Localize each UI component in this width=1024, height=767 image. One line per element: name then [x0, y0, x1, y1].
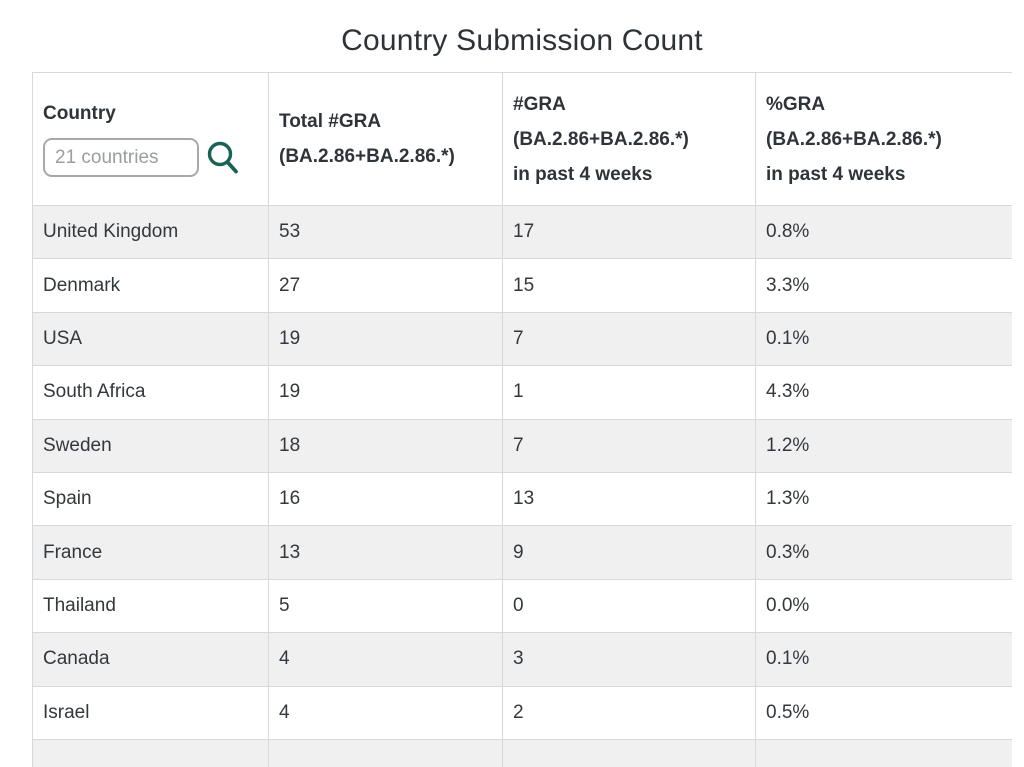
column-header-pct-gra-past-4-weeks: %GRA (BA.2.86+BA.2.86.*) in past 4 weeks	[755, 72, 1012, 206]
cell-pct: 0.0%	[755, 578, 1012, 634]
header-line: Total #GRA	[279, 111, 382, 132]
cell-total: 13	[268, 525, 503, 580]
cell-pct: 0.3%	[755, 525, 1012, 580]
table-row-sweden[interactable]: Sweden 18 7 1.2%	[32, 418, 1012, 473]
country-search-input[interactable]	[43, 138, 199, 177]
table-row-united-kingdom[interactable]: United Kingdom 53 17 0.8%	[32, 204, 1012, 260]
cell-country: Israel	[32, 685, 269, 740]
header-line: #GRA	[513, 93, 566, 115]
cell-past4: 13	[502, 471, 756, 527]
header-line: (BA.2.86+BA.2.86.*)	[766, 128, 942, 150]
cell-total: 4	[268, 632, 503, 687]
country-search	[43, 137, 256, 179]
cell-pct: 1.2%	[755, 418, 1012, 473]
table-row-france[interactable]: France 13 9 0.3%	[32, 525, 1012, 580]
country-header-label: Country	[43, 102, 116, 124]
table-row-thailand[interactable]: Thailand 5 0 0.0%	[32, 578, 1012, 634]
header-row: Country Total #GRA (BA.2.86+BA.2.86.*	[32, 72, 1012, 206]
cell-past4: 0	[502, 578, 756, 634]
cell-country: Denmark	[32, 258, 269, 313]
cell-total: 18	[268, 418, 503, 473]
table-row-israel[interactable]: Israel 4 2 0.5%	[32, 685, 1012, 740]
cell-past4: 1	[502, 365, 756, 420]
country-table: Country Total #GRA (BA.2.86+BA.2.86.*	[32, 72, 1012, 767]
cell-country	[32, 738, 269, 767]
header-line: %GRA	[766, 93, 826, 115]
cell-pct: 0.5%	[755, 685, 1012, 740]
cell-country: Sweden	[32, 418, 269, 473]
cell-total: 5	[268, 578, 503, 634]
cell-past4: 17	[502, 204, 756, 260]
header-line: (BA.2.86+BA.2.86.*)	[279, 146, 455, 167]
cell-country: United Kingdom	[32, 204, 269, 260]
cell-pct: 0.1%	[755, 311, 1012, 367]
cell-past4: 9	[502, 525, 756, 580]
table-row-partial	[32, 738, 1012, 767]
cell-country: Canada	[32, 632, 269, 687]
cell-pct: 0.1%	[755, 632, 1012, 687]
page-title: Country Submission Count	[341, 24, 703, 57]
header-line: (BA.2.86+BA.2.86.*)	[513, 128, 689, 150]
table-row-canada[interactable]: Canada 4 3 0.1%	[32, 632, 1012, 687]
table-row-usa[interactable]: USA 19 7 0.1%	[32, 311, 1012, 367]
header-line: in past 4 weeks	[513, 163, 653, 185]
cell-country: Spain	[32, 471, 269, 527]
cell-past4: 15	[502, 258, 756, 313]
cell-total: 4	[268, 685, 503, 740]
cell-pct	[755, 738, 1012, 767]
cell-past4: 7	[502, 311, 756, 367]
cell-country: France	[32, 525, 269, 580]
search-icon[interactable]	[204, 137, 242, 179]
cell-past4: 7	[502, 418, 756, 473]
cell-past4	[502, 738, 756, 767]
cell-past4: 2	[502, 685, 756, 740]
table-row-denmark[interactable]: Denmark 27 15 3.3%	[32, 258, 1012, 313]
cell-total: 19	[268, 365, 503, 420]
column-header-country: Country	[32, 72, 269, 206]
cell-total	[268, 738, 503, 767]
cell-country: South Africa	[32, 365, 269, 420]
cell-country: Thailand	[32, 578, 269, 634]
header-line: in past 4 weeks	[766, 163, 906, 185]
cell-total: 27	[268, 258, 503, 313]
cell-pct: 0.8%	[755, 204, 1012, 260]
table-row-south-africa[interactable]: South Africa 19 1 4.3%	[32, 365, 1012, 420]
cell-total: 16	[268, 471, 503, 527]
table-row-spain[interactable]: Spain 16 13 1.3%	[32, 471, 1012, 527]
cell-pct: 1.3%	[755, 471, 1012, 527]
cell-pct: 3.3%	[755, 258, 1012, 313]
cell-pct: 4.3%	[755, 365, 1012, 420]
cell-total: 53	[268, 204, 503, 260]
cell-total: 19	[268, 311, 503, 367]
column-header-gra-past-4-weeks: #GRA (BA.2.86+BA.2.86.*) in past 4 weeks	[502, 72, 756, 206]
cell-past4: 3	[502, 632, 756, 687]
cell-country: USA	[32, 311, 269, 367]
country-submission-table: Country Total #GRA (BA.2.86+BA.2.86.*	[32, 72, 1012, 767]
column-header-total-gra: Total #GRA (BA.2.86+BA.2.86.*)	[268, 72, 503, 206]
